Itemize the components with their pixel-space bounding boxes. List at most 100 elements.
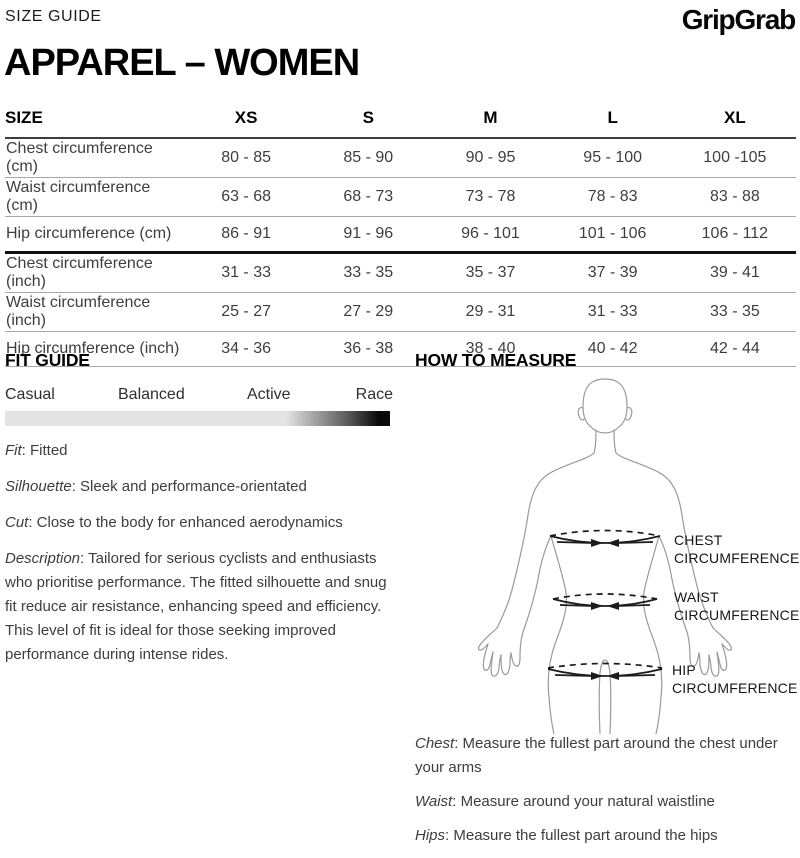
fit-guide-section: FIT GUIDE Casual Balanced Active Race Fi… <box>5 350 395 679</box>
hip-tape-dashed <box>547 662 663 669</box>
size-table-head-row: SIZE XS S M L XL <box>5 102 796 139</box>
fit-detail-text: : Tailored for serious cyclists and enth… <box>5 550 387 663</box>
column-header: M <box>429 102 552 139</box>
measure-note-chest: Chest: Measure the fullest part around t… <box>415 732 797 780</box>
measure-note-waist: Waist: Measure around your natural waist… <box>415 790 797 814</box>
fit-scale-labels: Casual Balanced Active Race <box>5 386 395 408</box>
size-value-cell: 85 - 90 <box>307 138 430 178</box>
size-value-cell: 68 - 73 <box>307 177 430 217</box>
size-value-cell: 96 - 101 <box>429 216 552 254</box>
fit-detail-fit: Fit: Fitted <box>5 439 397 463</box>
fit-detail-term: Fit <box>5 442 22 459</box>
hip-circumference-label: HIP CIRCUMFERENCE <box>672 662 798 696</box>
size-value-cell: 35 - 37 <box>429 252 552 293</box>
page-kicker: SIZE GUIDE <box>5 8 102 25</box>
column-header: SIZE <box>5 102 185 139</box>
fit-detail-text: : Sleek and performance-orientated <box>71 478 307 495</box>
size-value-cell: 38 - 40 <box>429 331 552 367</box>
size-value-cell: 83 - 88 <box>673 177 796 217</box>
waist-tape-dashed <box>552 593 658 600</box>
page-title: APPAREL – WOMEN <box>4 42 360 84</box>
fit-scale-gradient-bar <box>5 411 390 426</box>
chest-circumference-label: CHEST CIRCUMFERENCE <box>674 532 800 566</box>
fit-detail-description: Description: Tailored for serious cyclis… <box>5 547 397 667</box>
size-value-cell: 80 - 85 <box>185 138 308 178</box>
row-label: Waist circumference (inch) <box>5 292 185 332</box>
size-value-cell: 39 - 41 <box>673 252 796 293</box>
table-row: Chest circumference (cm) 80 - 85 85 - 90 90… <box>5 138 796 178</box>
table-row: Waist circumference (inch) 25 - 27 27 - 29… <box>5 292 796 332</box>
chest-tape-dashed <box>549 529 661 537</box>
fit-detail-text: : Fitted <box>21 442 68 459</box>
body-figure-svg <box>477 378 733 735</box>
size-value-cell: 36 - 38 <box>307 331 430 367</box>
fit-scale-label-balanced: Balanced <box>118 386 185 403</box>
size-value-cell: 90 - 95 <box>429 138 552 178</box>
size-value-cell: 73 - 78 <box>429 177 552 217</box>
measure-note-term: Chest <box>415 735 455 752</box>
column-header: XL <box>673 102 796 139</box>
measure-note-term: Hips <box>415 827 446 844</box>
size-value-cell: 91 - 96 <box>307 216 430 254</box>
measure-notes: Chest: Measure the fullest part around t… <box>415 732 797 858</box>
fit-detail-cut: Cut: Close to the body for enhanced aero… <box>5 511 397 535</box>
fit-details: Fit: Fitted Silhouette: Sleek and perfor… <box>5 439 397 667</box>
fit-detail-term: Cut <box>5 514 29 531</box>
gripgrab-logo: GripGrab <box>681 4 797 35</box>
size-value-cell: 106 - 112 <box>673 216 796 254</box>
fit-detail-term: Silhouette <box>5 478 72 495</box>
fit-guide-title: FIT GUIDE <box>5 350 90 370</box>
size-value-cell: 25 - 27 <box>185 292 308 332</box>
chest-tape-solid <box>549 535 661 544</box>
fit-detail-silhouette: Silhouette: Sleek and performance-orient… <box>5 475 397 499</box>
size-value-cell: 34 - 36 <box>185 331 308 367</box>
body-figure-illustration <box>450 376 780 735</box>
hip-tape-solid <box>547 668 663 677</box>
size-value-cell: 63 - 68 <box>185 177 308 217</box>
column-header: S <box>307 102 430 139</box>
size-value-cell: 31 - 33 <box>185 252 308 293</box>
size-value-cell: 29 - 31 <box>429 292 552 332</box>
size-value-cell: 101 - 106 <box>551 216 674 254</box>
size-table-body: Chest circumference (cm) 80 - 85 85 - 90 90… <box>5 138 796 367</box>
table-row: Hip circumference (cm) 86 - 91 91 - 96 96 -… <box>5 216 796 254</box>
size-value-cell: 78 - 83 <box>551 177 674 217</box>
measure-note-text: : Measure the fullest part around the ch… <box>415 735 778 776</box>
tape-arrowheads <box>591 539 619 680</box>
table-row: Waist circumference (cm) 63 - 68 68 - 73 73… <box>5 177 796 217</box>
size-value-cell: 42 - 44 <box>673 331 796 367</box>
size-value-cell: 33 - 35 <box>673 292 796 332</box>
table-row: Chest circumference (inch) 31 - 33 33 - 35… <box>5 252 796 293</box>
size-value-cell: 37 - 39 <box>551 252 674 293</box>
measure-note-term: Waist <box>415 793 453 810</box>
size-value-cell: 31 - 33 <box>551 292 674 332</box>
fit-scale-label-casual: Casual <box>5 386 55 403</box>
row-label: Chest circumference (inch) <box>5 252 185 293</box>
size-value-cell: 33 - 35 <box>307 252 430 293</box>
waist-circumference-label: WAIST CIRCUMFERENCE <box>674 589 800 623</box>
measure-note-text: : Measure around your natural waistline <box>452 793 715 810</box>
size-value-cell: 40 - 42 <box>551 331 674 367</box>
row-label: Hip circumference (inch) <box>5 331 185 367</box>
row-label: Hip circumference (cm) <box>5 216 185 254</box>
size-table: SIZE XS S M L XL Chest circumference (cm) 80 -… <box>5 102 796 367</box>
fit-scale-label-race: Race <box>355 386 393 403</box>
row-label: Waist circumference (cm) <box>5 177 185 217</box>
fit-scale-label-active: Active <box>247 386 291 403</box>
how-to-measure-title: HOW TO MEASURE <box>415 350 577 370</box>
column-header: XS <box>185 102 308 139</box>
size-value-cell: 27 - 29 <box>307 292 430 332</box>
how-to-measure-section: HOW TO MEASURE <box>415 350 799 844</box>
waist-tape-solid <box>552 598 658 607</box>
table-row: Hip circumference (inch) 34 - 36 36 - 38 38… <box>5 331 796 367</box>
fit-detail-term: Description <box>5 550 81 567</box>
fit-detail-text: : Close to the body for enhanced aerodyn… <box>28 514 343 531</box>
size-value-cell: 95 - 100 <box>551 138 674 178</box>
size-value-cell: 86 - 91 <box>185 216 308 254</box>
column-header: L <box>551 102 674 139</box>
row-label: Chest circumference (cm) <box>5 138 185 178</box>
size-guide-page: SIZE GUIDE GripGrab APPAREL – WOMEN SIZE… <box>4 4 800 844</box>
size-value-cell: 100 -105 <box>673 138 796 178</box>
measure-note-hips: Hips: Measure the fullest part around th… <box>415 824 797 848</box>
measure-note-text: : Measure the fullest part around the hi… <box>445 827 718 844</box>
